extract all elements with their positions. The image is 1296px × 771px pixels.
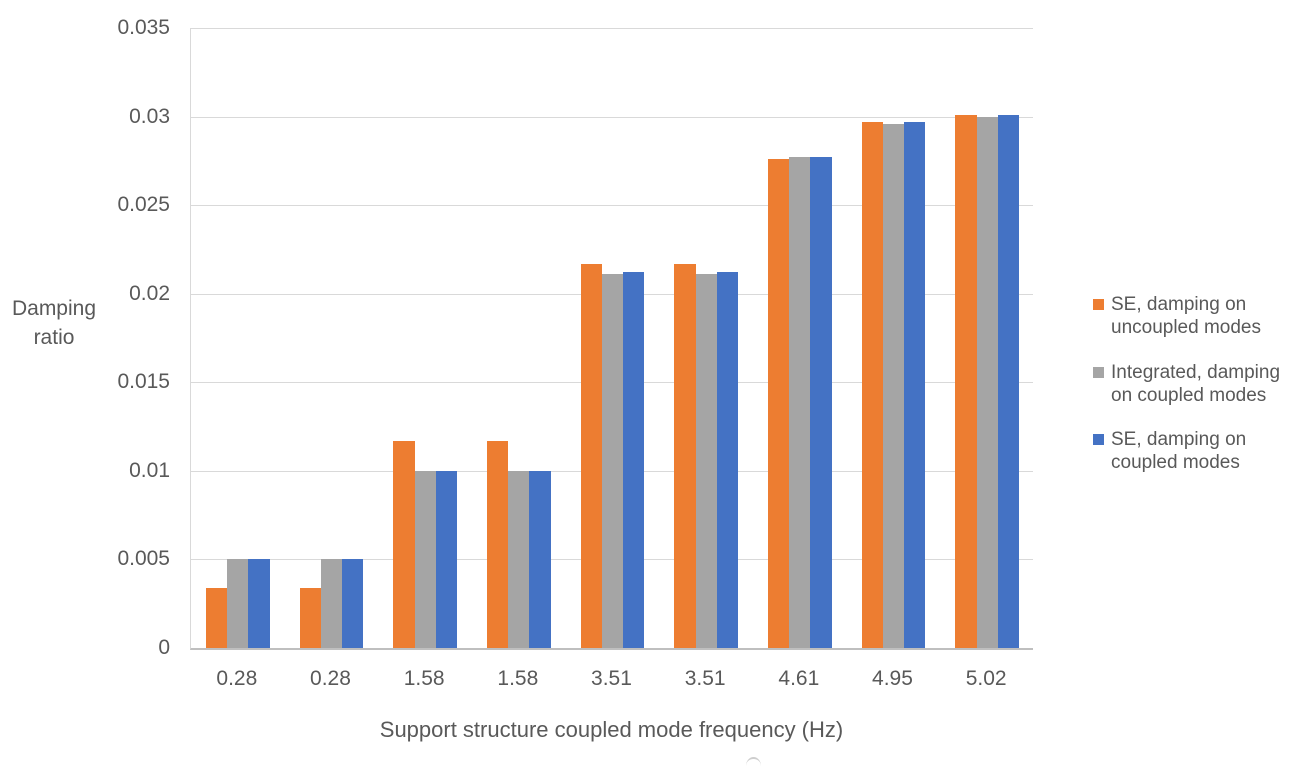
cropped-text-artifact	[746, 757, 761, 766]
bar-group1-series3	[248, 559, 270, 648]
x-tick-label-3: 1.58	[403, 667, 445, 690]
legend-item-3: SE, damping on coupled modes	[1093, 428, 1246, 474]
bar-group2-series2	[320, 559, 343, 648]
x-axis-title: Support structure coupled mode frequency…	[379, 717, 844, 742]
bar-group9-series1	[955, 114, 977, 648]
y-tick-label-0.03: 0.03	[129, 104, 170, 128]
x-tick-label-4: 1.58	[497, 667, 539, 690]
bar-group8-series2	[882, 123, 905, 648]
y-tick-label-0.01: 0.01	[129, 458, 170, 482]
bar-group5-series1	[580, 263, 602, 648]
gridline-0.035	[191, 28, 1033, 29]
legend-item-1: SE, damping on uncoupled modes	[1093, 293, 1261, 339]
bar-group4-series1	[487, 440, 509, 648]
bar-group3-series1	[393, 440, 415, 648]
y-tick-label-0.02: 0.02	[129, 281, 170, 305]
y-tick-label-0.025: 0.025	[117, 193, 170, 217]
bar-group5-series3	[623, 272, 645, 648]
plot-area	[190, 28, 1033, 650]
legend-item-2: Integrated, damping on coupled modes	[1093, 361, 1280, 407]
y-axis-title: Damping ratio	[11, 297, 97, 349]
x-tick-label-9: 5.02	[965, 667, 1007, 690]
bar-group4-series3	[529, 470, 551, 648]
legend-swatch-icon	[1093, 434, 1104, 445]
y-tick-label-0.015: 0.015	[117, 370, 170, 394]
bar-group8-series3	[904, 121, 926, 648]
bar-group9-series2	[976, 116, 998, 648]
x-tick-label-1: 0.28	[216, 667, 258, 690]
legend-item-label: Integrated, damping on coupled modes	[1111, 361, 1281, 406]
bar-group8-series1	[861, 121, 883, 648]
legend-swatch-icon	[1093, 299, 1104, 310]
bar-group1-series1	[206, 587, 228, 648]
x-tick-label-7: 4.61	[778, 667, 820, 690]
y-tick-label-0: 0	[158, 636, 170, 659]
bar-group9-series3	[997, 114, 1019, 648]
bar-group6-series2	[695, 274, 717, 648]
bar-group3-series2	[414, 470, 436, 648]
x-tick-label-2: 0.28	[310, 667, 351, 690]
bar-group7-series3	[810, 157, 832, 648]
bar-group5-series2	[601, 274, 624, 648]
bar-group6-series1	[674, 263, 696, 648]
gridline-0.03	[191, 116, 1033, 118]
bar-group2-series1	[299, 587, 321, 648]
x-tick-label-6: 3.51	[684, 667, 726, 690]
bar-group1-series2	[227, 559, 249, 648]
bar-group7-series1	[768, 159, 790, 648]
legend-item-label: SE, damping on coupled modes	[1111, 429, 1247, 473]
y-tick-label-0.005: 0.005	[117, 547, 170, 571]
x-tick-label-8: 4.95	[872, 667, 913, 690]
x-tick-label-5: 3.51	[591, 667, 632, 690]
legend-swatch-icon	[1093, 366, 1104, 378]
bar-group6-series3	[716, 272, 738, 648]
bar-group3-series3	[435, 470, 457, 648]
gridline-0.025	[191, 205, 1033, 207]
legend-item-label: SE, damping on uncoupled modes	[1111, 294, 1261, 338]
bar-group2-series3	[342, 559, 364, 648]
y-tick-label-0.035: 0.035	[117, 16, 170, 39]
bar-group4-series2	[508, 470, 530, 648]
bar-group7-series2	[789, 157, 811, 648]
